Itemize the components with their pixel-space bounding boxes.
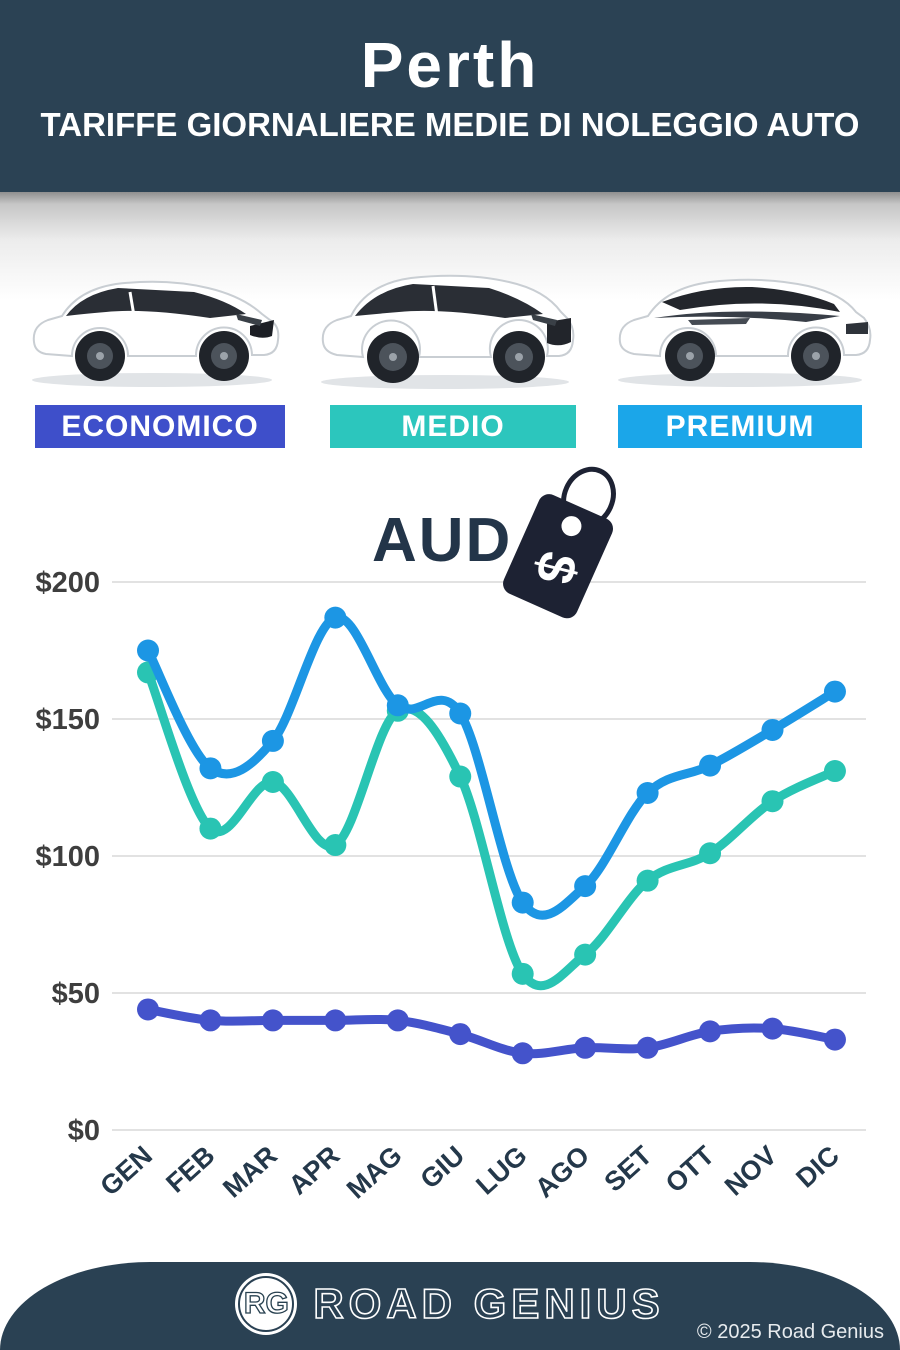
- premium-car-image: [600, 238, 880, 398]
- economy-car-image: [12, 238, 292, 398]
- svg-text:FEB: FEB: [160, 1140, 220, 1198]
- mid-size-car-image: [305, 238, 585, 398]
- page-subtitle: TARIFFE GIORNALIERE MEDIE DI NOLEGGIO AU…: [40, 106, 860, 143]
- rental-rates-line-chart: $0 $50 $100 $150 $200 GEN FEB MAR APR MAG GIU LUG AG…: [0, 560, 900, 1260]
- svg-text:APR: APR: [283, 1140, 345, 1200]
- svg-text:NOV: NOV: [719, 1140, 783, 1201]
- svg-text:OTT: OTT: [660, 1140, 721, 1199]
- mid-category-badge: MEDIO: [330, 405, 576, 448]
- luxury-suv-car-icon: [618, 278, 872, 387]
- svg-text:GEN: GEN: [94, 1140, 158, 1201]
- hatchback-car-icon: [32, 280, 280, 387]
- svg-text:MAG: MAG: [341, 1140, 408, 1204]
- svg-text:$200: $200: [35, 567, 100, 599]
- road-genius-logo: RG: [235, 1273, 298, 1335]
- premium-category-badge: PREMIUM: [618, 405, 862, 448]
- svg-text:LUG: LUG: [470, 1140, 532, 1200]
- page-title: Perth: [360, 29, 540, 101]
- svg-text:$0: $0: [68, 1115, 100, 1147]
- svg-text:SET: SET: [599, 1140, 658, 1198]
- suv-car-icon: [321, 274, 575, 389]
- svg-text:$100: $100: [35, 841, 100, 873]
- brand-row: RG ROAD GENIUS: [0, 1272, 900, 1336]
- svg-text:$50: $50: [52, 978, 100, 1010]
- svg-text:DIC: DIC: [790, 1140, 845, 1193]
- logo-ring: [238, 1276, 295, 1332]
- svg-text:$150: $150: [35, 704, 100, 736]
- footer-banner: RG ROAD GENIUS © 2025 Road Genius: [0, 1262, 900, 1350]
- svg-text:GIU: GIU: [415, 1140, 471, 1194]
- brand-name: ROAD GENIUS: [313, 1279, 665, 1328]
- header-banner: Perth TARIFFE GIORNALIERE MEDIE DI NOLEG…: [0, 0, 900, 192]
- copyright-text: © 2025 Road Genius: [696, 1321, 884, 1343]
- svg-text:MAR: MAR: [217, 1140, 283, 1203]
- economy-category-badge: ECONOMICO: [35, 405, 285, 448]
- svg-text:AGO: AGO: [529, 1140, 595, 1203]
